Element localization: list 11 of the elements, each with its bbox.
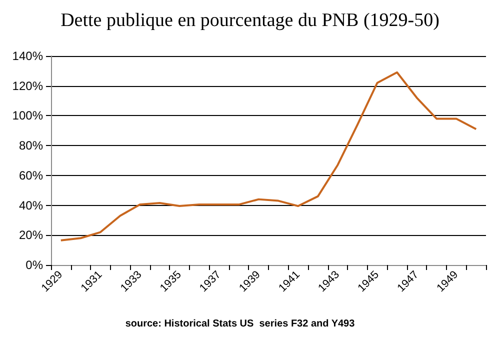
source-note: source: Historical Stats US series F32 and Y493 [125, 318, 356, 330]
y-tick-label: 80% [18, 138, 44, 153]
chart-title: Dette publique en pourcentage du PNB (1929-50) [60, 10, 440, 31]
y-tick-label: 20% [18, 228, 44, 242]
y-tick-label: 100% [12, 108, 44, 123]
y-tick-label: 40% [18, 198, 44, 212]
y-tick-label: 120% [12, 78, 44, 93]
y-tick-label: 60% [18, 168, 44, 182]
y-tick-label: 140% [12, 49, 44, 63]
y-tick-label: 0% [26, 258, 44, 272]
line-series [60, 71, 478, 242]
